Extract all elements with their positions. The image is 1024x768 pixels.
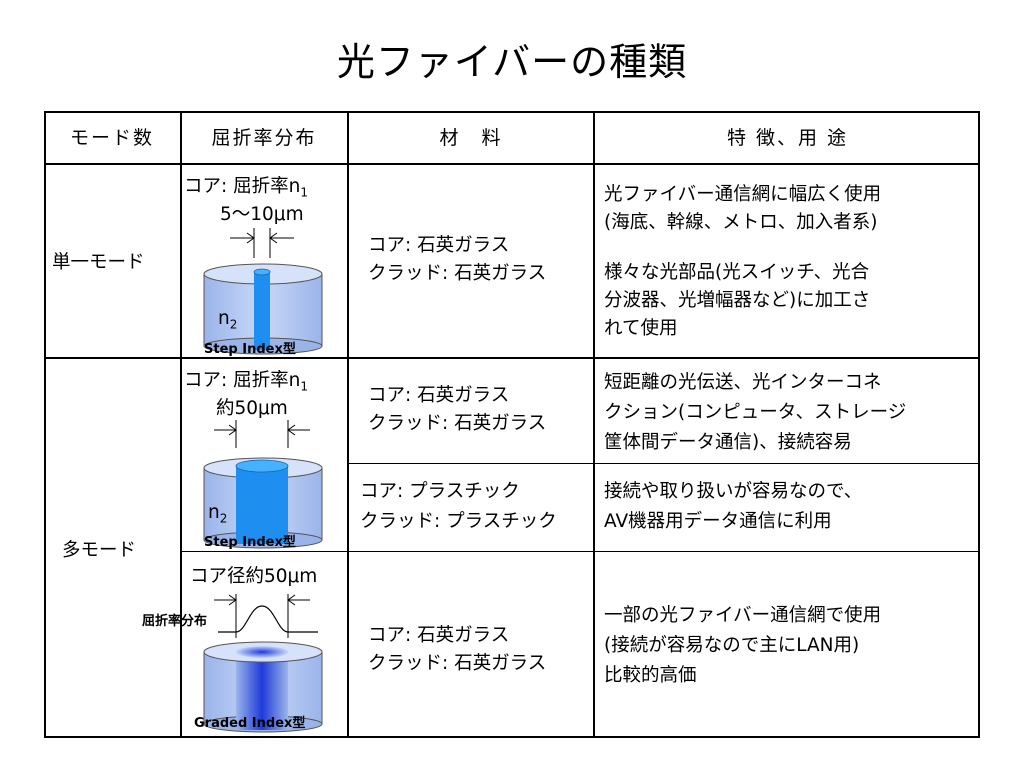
single-mode-fiber-diagram [203,228,323,355]
single-type-label: Step Index型 [204,342,296,357]
multi-material-b-clad: クラッド: プラスチック [360,511,557,532]
multi-material-b-core: コア: プラスチック [360,481,520,502]
row-divider [44,357,980,359]
header-mode: モード数 [69,127,154,149]
multi-material-c-core: コア: 石英ガラス [368,625,510,646]
multi-material-c-clad: クラッド: 石英ガラス [368,653,547,674]
multi-core-label: コア: 屈折率n1 [184,370,308,394]
single-n2-label: n2 [218,308,238,332]
multi-feature-a1: 短距離の光伝送、光インターコネ [604,372,882,393]
multi-core-size: 約50μm [216,398,288,419]
single-feature-2b: 分波器、光増幅器など)に加工さ [604,290,871,311]
multi-mode-graded-fiber-diagram [203,594,323,733]
header-index-profile: 屈折率分布 [211,127,317,149]
multi-type-label: Step Index型 [204,535,296,550]
multi-n2-label: n2 [208,502,228,526]
multi-feature-a3: 筐体間データ通信)、接続容易 [604,432,852,453]
subrow-divider-2 [181,551,980,552]
multi-feature-b2: AV機器用データ通信に利用 [604,511,832,532]
subrow-divider-1 [348,463,980,464]
header-material: 材 料 [439,127,503,149]
page-title: 光ファイバーの種類 [336,40,688,84]
single-mode-label: 単一モード [52,252,145,273]
multi-feature-c2: (接続が容易なので主にLAN用) [604,635,860,656]
multi-mode-step-fiber-diagram [203,420,323,549]
single-feature-2a: 様々な光部品(光スイッチ、光合 [604,262,870,283]
fiber-types-table [44,111,980,738]
single-material-core: コア: 石英ガラス [368,235,510,256]
col-divider-3 [593,111,595,738]
single-feature-2c: れて使用 [604,318,678,339]
single-core-label: コア: 屈折率n1 [184,176,308,200]
single-material-clad: クラッド: 石英ガラス [368,263,547,284]
single-feature-1b: (海底、幹線、メトロ、加入者系) [604,212,878,233]
graded-profile-label: 屈折率分布 [142,614,208,629]
multi-material-a-core: コア: 石英ガラス [368,385,510,406]
graded-type-label: Graded Index型 [194,716,306,731]
multi-feature-c3: 比較的高価 [604,665,697,686]
multi-feature-b1: 接続や取り扱いが容易なので、 [604,481,863,502]
header-divider [44,163,980,165]
single-feature-1a: 光ファイバー通信網に幅広く使用 [604,184,882,205]
col-divider-1 [180,111,182,738]
multi-material-a-clad: クラッド: 石英ガラス [368,413,547,434]
graded-core-size: コア径約50μm [190,566,318,587]
single-core-size: 5～10μm [220,204,304,225]
multi-mode-label: 多モード [62,540,137,561]
col-divider-2 [347,111,349,738]
multi-feature-a2: クション(コンピュータ、ストレージ [604,402,907,423]
header-features: 特 徴、用 途 [726,127,849,149]
multi-feature-c1: 一部の光ファイバー通信網で使用 [604,605,882,626]
